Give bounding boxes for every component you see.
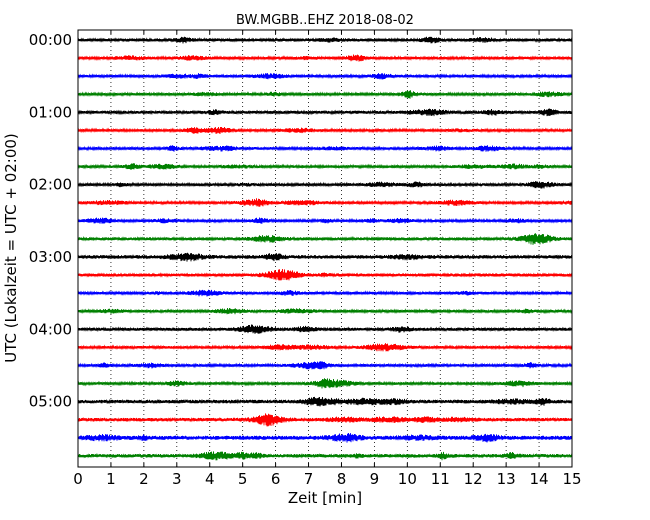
- y-tick-label: 02:00: [29, 176, 72, 194]
- seismic-trace: [77, 181, 573, 189]
- seismic-trace: [77, 343, 573, 352]
- seismic-trace: [77, 54, 573, 62]
- seismic-trace: [77, 36, 573, 44]
- trace-group: [77, 36, 573, 461]
- seismic-trace: [77, 108, 573, 117]
- x-axis-ticks: 0 1 2 3 4 5 6 7 8 9 10 11 12 13 14 15: [73, 30, 582, 488]
- x-tick-label: 14: [530, 470, 549, 488]
- y-tick-label: 00:00: [29, 31, 72, 49]
- x-tick-label: 6: [271, 470, 281, 488]
- seismic-trace: [77, 217, 573, 224]
- seismic-trace: [77, 269, 573, 281]
- seismic-trace: [77, 413, 573, 427]
- y-tick-label: 03:00: [29, 248, 72, 266]
- x-tick-label: 3: [172, 470, 182, 488]
- seismic-trace: [77, 307, 573, 315]
- vertical-grid: [110, 30, 540, 467]
- y-tick-label: 05:00: [29, 393, 72, 411]
- x-tick-label: 2: [139, 470, 149, 488]
- seismic-trace: [77, 451, 573, 461]
- y-axis-ticks: 00:00 01:00 02:00 03:00 04:00 05:00: [29, 31, 572, 411]
- seismic-trace: [77, 145, 573, 152]
- x-tick-label: 8: [337, 470, 347, 488]
- x-tick-label: 9: [370, 470, 380, 488]
- seismic-trace: [77, 233, 573, 245]
- x-tick-label: 4: [205, 470, 215, 488]
- seismic-trace: [77, 289, 573, 297]
- x-tick-label: 1: [106, 470, 116, 488]
- x-axis-label: Zeit [min]: [288, 489, 362, 507]
- x-tick-label: 15: [562, 470, 581, 488]
- seismic-trace: [77, 361, 573, 370]
- x-tick-label: 12: [464, 470, 483, 488]
- seismic-trace: [77, 163, 573, 170]
- x-tick-label: 13: [497, 470, 516, 488]
- seismic-trace: [77, 378, 573, 389]
- x-tick-label: 11: [431, 470, 450, 488]
- seismic-trace: [77, 73, 573, 80]
- y-tick-label: 04:00: [29, 320, 72, 338]
- x-tick-label: 10: [398, 470, 417, 488]
- seismic-trace: [77, 324, 573, 334]
- seismic-trace: [77, 126, 573, 135]
- plot-frame: [77, 29, 573, 468]
- seismic-trace: [77, 433, 573, 443]
- x-tick-label: 0: [73, 470, 83, 488]
- seismic-trace: [77, 90, 573, 99]
- x-tick-label: 5: [238, 470, 248, 488]
- y-tick-label: 01:00: [29, 103, 72, 121]
- seismic-trace: [77, 252, 573, 262]
- x-tick-label: 7: [304, 470, 314, 488]
- y-axis-label: UTC (Lokalzeit = UTC + 02:00): [2, 133, 20, 363]
- chart-title: BW.MGBB..EHZ 2018-08-02: [236, 13, 414, 28]
- seismic-trace: [77, 198, 573, 208]
- seismic-trace: [77, 396, 573, 407]
